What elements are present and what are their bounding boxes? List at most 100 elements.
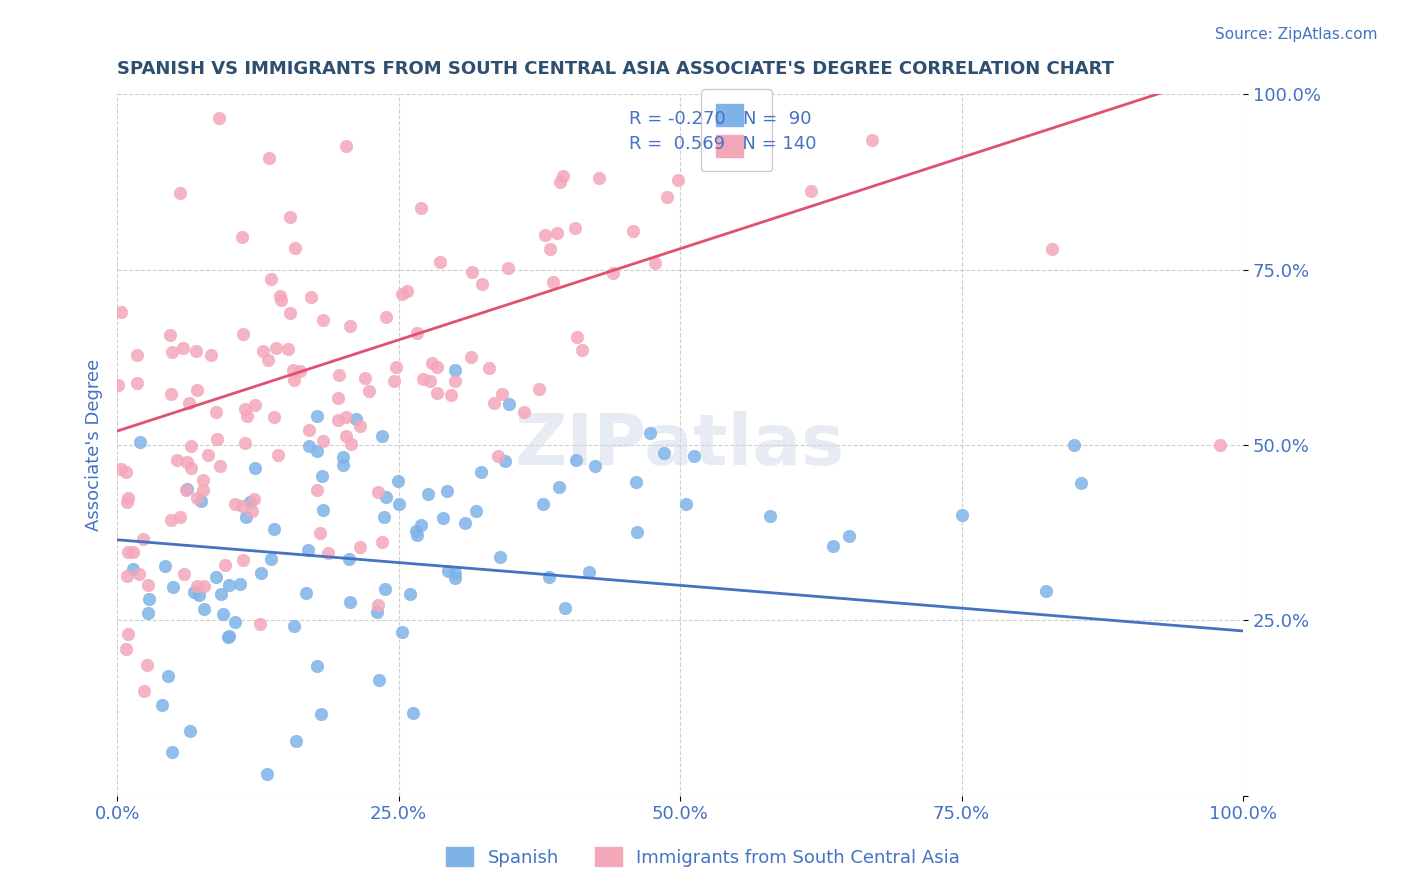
Point [110, 462, 132, 476]
Point [675, 497, 697, 511]
Y-axis label: Associate's Degree: Associate's Degree [86, 359, 103, 532]
Point [349, 418, 371, 433]
Point [191, 483, 214, 497]
Point [295, 586, 318, 600]
Point [173, 566, 195, 581]
Point [212, 607, 235, 622]
Point [197, 448, 219, 462]
Point [406, 326, 429, 341]
Point [666, 173, 689, 187]
Point [440, 387, 463, 401]
Point [353, 371, 375, 385]
Point [1070, 476, 1092, 491]
Point [444, 374, 467, 388]
Point [332, 450, 354, 465]
Point [176, 455, 198, 469]
Point [429, 254, 451, 268]
Point [132, 532, 155, 546]
Point [538, 570, 561, 584]
Point [259, 552, 281, 566]
Point [224, 497, 246, 511]
Legend: , : , [702, 89, 772, 171]
Point [838, 529, 860, 543]
Point [308, 526, 330, 541]
Point [169, 509, 191, 524]
Point [117, 627, 139, 641]
Point [260, 272, 283, 286]
Point [583, 458, 606, 473]
Point [180, 439, 202, 453]
Point [326, 413, 349, 427]
Point [316, 546, 339, 560]
Point [382, 374, 405, 388]
Point [395, 284, 418, 298]
Point [263, 522, 285, 536]
Point [183, 585, 205, 599]
Point [335, 428, 357, 442]
Point [298, 423, 321, 437]
Point [332, 458, 354, 472]
Point [186, 491, 208, 505]
Point [571, 343, 593, 357]
Point [257, 151, 280, 165]
Point [564, 220, 586, 235]
Point [153, 559, 176, 574]
Point [233, 436, 256, 450]
Point [547, 480, 569, 494]
Point [224, 615, 246, 630]
Point [496, 261, 519, 276]
Point [759, 508, 782, 523]
Point [117, 491, 139, 505]
Point [184, 344, 207, 359]
Point [231, 230, 253, 244]
Point [533, 228, 555, 243]
Point [264, 341, 287, 355]
Point [283, 363, 305, 377]
Point [494, 454, 516, 468]
Point [228, 577, 250, 591]
Point [193, 601, 215, 615]
Point [366, 605, 388, 619]
Point [367, 484, 389, 499]
Point [543, 275, 565, 289]
Point [270, 293, 292, 307]
Point [436, 484, 458, 499]
Point [800, 185, 823, 199]
Point [193, 579, 215, 593]
Point [269, 289, 291, 303]
Point [391, 625, 413, 640]
Point [538, 242, 561, 256]
Point [136, 577, 159, 591]
Point [177, 396, 200, 410]
Point [115, 495, 138, 509]
Point [339, 595, 361, 609]
Point [412, 372, 434, 386]
Point [337, 552, 360, 566]
Point [644, 256, 666, 270]
Point [172, 341, 194, 355]
Point [375, 490, 398, 504]
Point [159, 327, 181, 342]
Point [190, 494, 212, 508]
Point [349, 540, 371, 554]
Point [160, 345, 183, 359]
Point [374, 310, 396, 324]
Point [283, 619, 305, 633]
Point [721, 87, 744, 102]
Point [420, 355, 443, 369]
Point [384, 359, 406, 374]
Point [107, 378, 129, 392]
Point [405, 524, 427, 538]
Point [821, 539, 844, 553]
Text: Source: ZipAtlas.com: Source: ZipAtlas.com [1215, 27, 1378, 42]
Point [498, 397, 520, 411]
Point [640, 425, 662, 440]
Point [305, 483, 328, 498]
Point [152, 698, 174, 713]
Point [387, 474, 409, 488]
Point [217, 630, 239, 644]
Point [1209, 438, 1232, 452]
Point [136, 607, 159, 621]
Point [278, 306, 301, 320]
Point [444, 566, 467, 580]
